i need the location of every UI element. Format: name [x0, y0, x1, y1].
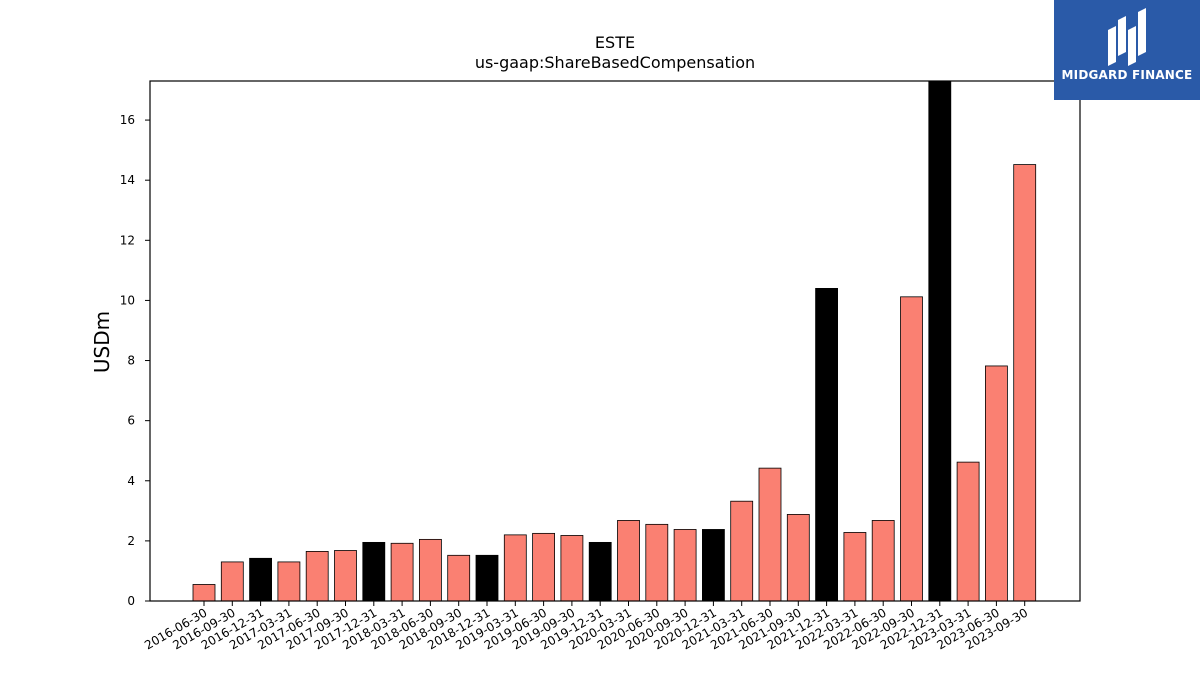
bar-2017-03-31	[277, 561, 301, 602]
x-ticks-group: 2016-06-302016-09-302016-12-312017-03-31…	[142, 601, 1030, 652]
y-tick-label: 8	[127, 354, 135, 368]
y-tick-label: 6	[127, 414, 135, 428]
y-tick-label: 4	[127, 474, 135, 488]
bar-2022-12-31	[928, 80, 952, 602]
bar-2020-03-31	[617, 520, 640, 602]
bar-2018-06-30	[418, 538, 442, 602]
bar-2021-03-31	[730, 500, 754, 602]
bar-2017-09-30	[334, 550, 357, 602]
bar-2021-09-30	[786, 514, 810, 602]
bars-group	[192, 80, 1037, 602]
bar-2019-09-30	[560, 535, 584, 602]
bar-2016-12-31	[249, 557, 273, 602]
y-axis-label: USDm	[90, 311, 114, 373]
midgard-finance-logo: MIDGARD FINANCE	[1054, 0, 1200, 100]
bar-2020-09-30	[673, 529, 697, 602]
bar-2019-12-31	[588, 541, 612, 602]
y-tick-label: 0	[127, 594, 135, 608]
bar-2020-06-30	[645, 523, 669, 602]
chart-subtitle: us-gaap:ShareBasedCompensation	[475, 53, 755, 72]
bar-2019-03-31	[503, 534, 527, 602]
y-tick-label: 2	[127, 534, 135, 548]
bar-2016-06-30	[192, 584, 216, 602]
y-tick-label: 14	[120, 173, 135, 187]
chart-title: ESTE	[595, 33, 635, 52]
bar-2022-06-30	[871, 520, 895, 602]
bar-2023-09-30	[1013, 164, 1037, 602]
logo-mark-icon	[1108, 8, 1146, 66]
bar-2018-09-30	[447, 554, 471, 602]
bar-2023-06-30	[985, 365, 1008, 602]
y-tick-label: 10	[120, 293, 135, 307]
y-tick-label: 16	[120, 113, 135, 127]
bar-2021-12-31	[815, 287, 838, 602]
y-tick-label: 12	[120, 233, 135, 247]
bar-2022-09-30	[900, 296, 923, 602]
plot-frame	[149, 80, 1081, 602]
bar-2022-03-31	[843, 532, 867, 602]
bar-2021-06-30	[758, 467, 782, 602]
logo-text: MIDGARD FINANCE	[1061, 68, 1193, 82]
bar-2017-06-30	[305, 551, 329, 602]
y-ticks-group: 0 2 4 6 8 10 12 14 16	[120, 113, 150, 608]
bar-2019-06-30	[532, 532, 555, 602]
bar-2017-12-31	[362, 541, 386, 602]
bar-2016-09-30	[220, 561, 244, 602]
bar-2018-03-31	[390, 542, 414, 602]
bar-2018-12-31	[475, 554, 499, 602]
bar-2020-12-31	[702, 529, 725, 602]
bar-2023-03-31	[956, 461, 980, 602]
